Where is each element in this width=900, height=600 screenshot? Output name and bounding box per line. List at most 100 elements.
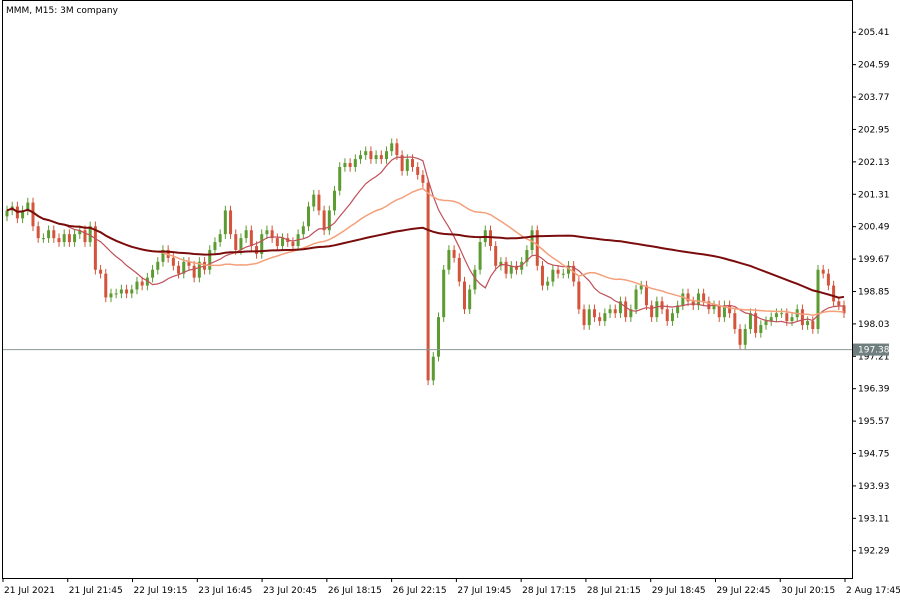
candle-body [104,273,108,298]
candle-body [400,155,404,171]
time-tick-label: 22 Jul 19:15 [134,586,188,596]
time-tick-label: 21 Jul 2021 [4,586,55,596]
candle-body [717,305,721,318]
candle-body [161,249,165,262]
candle-body [478,242,482,270]
time-tick-label: 26 Jul 22:15 [393,586,447,596]
price-tick-label: 192.29 [858,547,890,557]
candle-body [369,151,373,160]
candle-body [722,305,726,318]
time-tick-label: 23 Jul 20:45 [263,586,317,596]
candle-body [540,265,544,286]
candle-body [442,269,446,318]
candle-body [530,230,534,250]
candle-body [447,249,451,270]
candle-body [239,238,243,250]
candle-body [244,230,248,239]
price-tick-label: 195.57 [858,417,890,427]
candle-body [291,242,295,247]
candle-body [499,261,503,266]
price-tick-label: 197.21 [858,352,890,362]
candle-body [416,166,420,175]
ma-fast-line [6,156,844,324]
price-tick-label: 203.77 [858,93,890,103]
candle-body [73,234,77,243]
candle-body [197,261,201,278]
candle-body [592,309,596,318]
candle-body [21,210,25,219]
candle-body [780,313,784,315]
price-tick-label: 193.11 [858,514,890,524]
candle-body [436,317,440,357]
candle-body [525,249,529,262]
candle-body [468,289,472,310]
candle-body [151,269,155,278]
candle-body [353,159,357,167]
candle-body [832,285,836,302]
candle-body [629,309,633,318]
candle-body [234,234,238,250]
candle-body [764,321,768,326]
candle-body [140,281,144,286]
price-tick-label: 199.67 [858,255,890,265]
price-axis: 205.41 204.59 203.77 202.95 202.13 201.31 200.… [852,28,890,557]
price-tick-label: 201.31 [858,190,890,200]
price-tick-label: 194.75 [858,450,890,460]
time-tick-label: 28 Jul 17:15 [522,586,576,596]
candle-body [31,202,35,227]
candle-body [452,249,456,258]
price-tick-label: 202.13 [858,158,890,168]
last-price-tag-background [853,343,889,356]
candle-body [426,182,430,381]
candle-body [156,261,160,270]
candle-body [281,238,285,247]
candle-body [473,269,477,290]
candle-body [213,242,217,250]
candle-body [47,230,51,239]
candle-body [338,166,342,191]
candle-body [634,289,638,310]
candle-body [301,226,305,235]
candle-body [561,273,565,275]
price-tick-label: 198.85 [858,287,890,297]
candle-body [431,356,435,381]
candle-body [333,190,337,211]
candle-body [572,265,576,282]
candle-body [379,155,383,160]
last-price-tag: 197.38 [853,343,890,356]
candle-body [421,174,425,183]
candle-body [395,143,399,156]
candle-body [821,269,825,274]
candle-body [826,273,830,286]
price-tick-label: 205.41 [858,28,890,38]
candle-body [182,261,186,274]
candle-body [743,329,747,345]
time-axis: 21 Jul 2021 21 Jul 21:45 22 Jul 19:15 23 Ju… [2,578,900,596]
candle-body [374,155,378,160]
candle-body [665,309,669,322]
candle-body [774,313,778,318]
candle-body [93,226,97,270]
candle-body [78,230,82,235]
time-tick-label: 2 Aug 17:45 [846,586,900,596]
candle-body [759,325,763,333]
candle-body [223,210,227,235]
candle-body [343,163,347,167]
candle-body [57,238,61,243]
candle-body [790,317,794,322]
candle-body [670,313,674,322]
candle-body [327,210,331,231]
candle-body [582,309,586,326]
candle-body [644,285,648,306]
last-price-label: 197.38 [858,346,890,356]
candle-body [260,234,264,254]
candle-body [307,206,311,227]
candle-body [462,281,466,310]
candle-body [488,230,492,247]
candle-body [348,163,352,167]
candle-body [702,293,706,302]
candle-body [88,226,92,243]
